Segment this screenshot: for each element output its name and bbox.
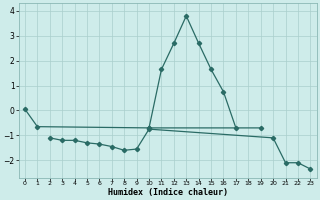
X-axis label: Humidex (Indice chaleur): Humidex (Indice chaleur) bbox=[108, 188, 228, 197]
